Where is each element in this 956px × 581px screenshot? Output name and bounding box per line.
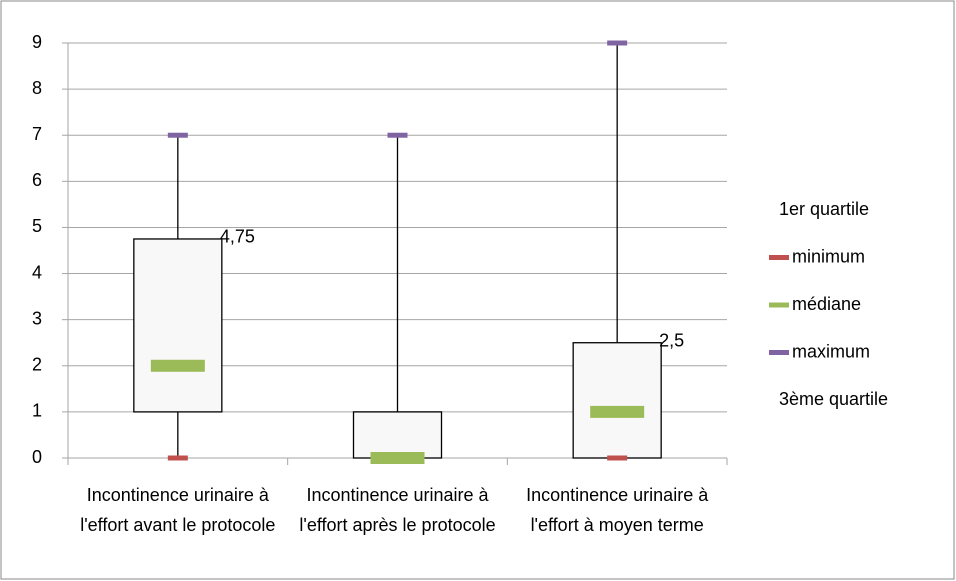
legend-swatch <box>769 350 789 355</box>
box <box>133 238 223 413</box>
data-label: 2,5 <box>659 330 684 350</box>
box <box>572 342 662 459</box>
maximum-marker <box>387 132 408 138</box>
median-marker <box>150 359 205 372</box>
y-tick-label: 0 <box>32 447 42 467</box>
y-tick-label: 4 <box>32 262 42 282</box>
legend-label: minimum <box>792 246 865 266</box>
legend-label: 3ème quartile <box>779 389 888 409</box>
median-marker <box>370 452 425 464</box>
box <box>352 411 443 459</box>
y-tick-label: 5 <box>32 216 42 236</box>
x-tick-label: Incontinence urinaire à l'effort après l… <box>299 485 496 535</box>
legend-label: maximum <box>792 341 870 361</box>
y-tick-label: 9 <box>32 32 42 52</box>
y-tick-label: 7 <box>32 124 42 144</box>
legend-label: médiane <box>792 294 861 314</box>
y-tick-label: 8 <box>32 78 42 98</box>
legend-label: 1er quartile <box>779 199 869 219</box>
y-tick-label: 3 <box>32 308 42 328</box>
y-tick-label: 1 <box>32 401 42 421</box>
x-tick-label: Incontinence urinaire à l'effort à moyen… <box>526 485 709 535</box>
minimum-marker <box>167 455 188 461</box>
data-label: 4,75 <box>220 227 255 247</box>
legend-swatch <box>769 302 789 308</box>
minimum-marker <box>607 455 628 461</box>
legend-swatch <box>769 255 789 260</box>
median-marker <box>590 405 645 418</box>
x-tick-label: Incontinence urinaire à l'effort avant l… <box>80 485 276 535</box>
maximum-marker <box>167 132 188 138</box>
y-tick-label: 6 <box>32 170 42 190</box>
y-tick-label: 2 <box>32 355 42 375</box>
maximum-marker <box>607 40 628 46</box>
